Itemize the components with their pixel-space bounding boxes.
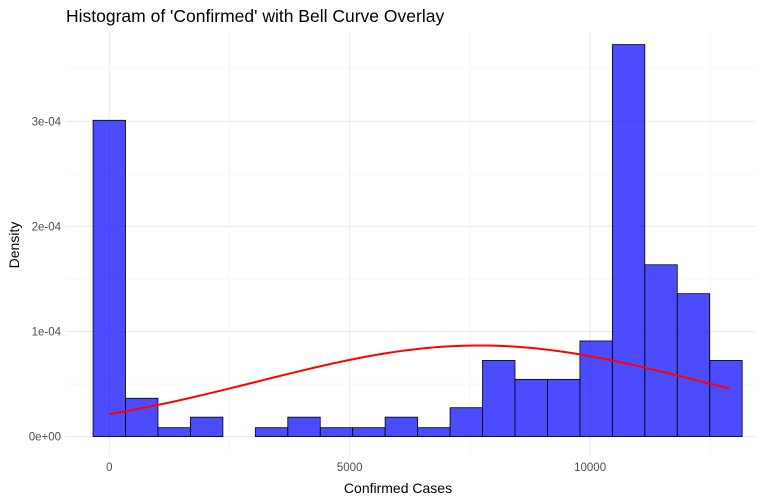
histogram-bar — [190, 416, 224, 438]
histogram-bar — [482, 360, 516, 438]
histogram-bar — [125, 397, 159, 438]
x-axis-title: Confirmed Cases — [344, 480, 452, 496]
histogram-bar — [611, 44, 646, 438]
histogram-bar — [384, 416, 419, 438]
x-tick-label: 5000 — [337, 462, 363, 474]
x-tick-label: 0 — [106, 462, 112, 474]
histogram-bar — [319, 427, 354, 438]
y-tick-label: 2e-04 — [32, 221, 62, 233]
chart-title: Histogram of 'Confirmed' with Bell Curve… — [66, 6, 445, 26]
bell-curve — [109, 344, 730, 416]
x-axis-ticks: 0 5000 10000 — [106, 462, 606, 474]
histogram-bar — [417, 427, 451, 438]
y-tick-label: 1e-04 — [32, 327, 62, 339]
y-axis-ticks: 0e+00 1e-04 2e-04 3e-04 — [29, 116, 62, 443]
bell-curve-line — [109, 344, 730, 416]
histogram-bar — [157, 427, 191, 438]
histogram-bar — [254, 427, 289, 438]
histogram-bar — [676, 293, 711, 438]
histogram-bars — [92, 44, 743, 438]
y-tick-label: 0e+00 — [29, 432, 61, 444]
histogram-bar — [352, 427, 386, 438]
histogram-bar — [287, 416, 321, 438]
y-axis-title: Density — [6, 222, 22, 269]
histogram-bar — [514, 378, 548, 438]
histogram-bar — [709, 360, 743, 438]
histogram-bar — [644, 264, 678, 438]
histogram-bar — [92, 119, 126, 438]
y-tick-label: 3e-04 — [32, 116, 62, 128]
x-tick-label: 10000 — [574, 462, 606, 474]
histogram-bar — [547, 378, 581, 438]
histogram-bar — [449, 407, 483, 438]
